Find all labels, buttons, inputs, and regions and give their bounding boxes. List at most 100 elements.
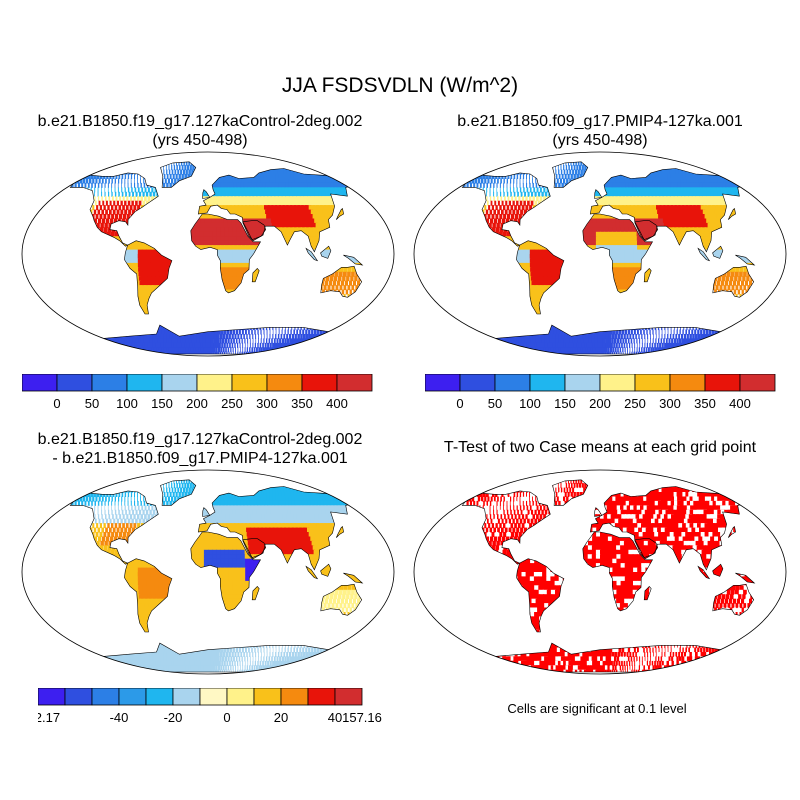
grid-cell [287, 191, 294, 197]
grid-cell [118, 214, 123, 219]
grid-cell [160, 289, 166, 295]
grid-cell [182, 169, 186, 175]
grid-cell [195, 280, 201, 286]
grid-cell [112, 285, 119, 291]
grid-cell [261, 249, 267, 255]
grid-cell [138, 165, 141, 171]
grid-cell [586, 191, 590, 197]
grid-cell [321, 165, 332, 171]
grid-cell [532, 174, 533, 179]
grid-cell [301, 320, 303, 326]
grid-cell [235, 338, 238, 344]
grid-cell [278, 329, 280, 335]
grid-cell [500, 196, 503, 202]
grid-cell [223, 165, 229, 171]
grid-cell [195, 347, 200, 353]
grid-cell [228, 280, 233, 286]
grid-cell [302, 351, 310, 354]
grid-cell [569, 178, 572, 184]
grid-cell [111, 205, 114, 211]
grid-cell [188, 325, 194, 331]
grid-cell [143, 174, 144, 179]
grid-cell [244, 320, 248, 326]
grid-cell [208, 271, 213, 277]
grid-cell [163, 227, 168, 233]
grid-cell [127, 182, 129, 188]
grid-cell [169, 156, 170, 161]
grid-cell [154, 262, 160, 268]
grid-cell [454, 192, 455, 197]
grid-cell [84, 214, 87, 219]
grid-cell [245, 258, 250, 264]
grid-cell [255, 222, 261, 228]
grid-cell [237, 342, 239, 348]
grid-cell [648, 156, 655, 161]
grid-cell [573, 174, 576, 179]
grid-cell [166, 240, 172, 246]
grid-cell [382, 258, 386, 263]
grid-cell [489, 187, 491, 193]
grid-cell [101, 289, 108, 295]
grid-cell [325, 231, 332, 237]
grid-cell [230, 298, 235, 304]
grid-cell [263, 329, 265, 335]
grid-cell [54, 276, 60, 281]
grid-cell [165, 311, 171, 317]
grid-cell [138, 271, 144, 277]
grid-cell [155, 302, 162, 308]
grid-cell [562, 191, 566, 197]
grid-cell [184, 285, 189, 291]
grid-cell [163, 191, 166, 197]
grid-cell [211, 294, 217, 299]
grid-cell [108, 191, 110, 197]
grid-cell [214, 182, 219, 188]
grid-cell [298, 240, 304, 246]
grid-cell [560, 187, 563, 193]
grid-cell [41, 294, 48, 299]
grid-cell [675, 156, 684, 161]
grid-cell [100, 222, 104, 228]
grid-cell [179, 276, 185, 282]
grid-cell [232, 262, 238, 268]
grid-cell [140, 285, 146, 291]
grid-cell [308, 347, 315, 353]
grid-cell [107, 320, 116, 326]
grid-cell [235, 191, 241, 197]
grid-cell [189, 205, 194, 211]
grid-cell [691, 161, 701, 166]
grid-cell [234, 165, 240, 171]
grid-cell [98, 178, 101, 184]
grid-cell [159, 302, 165, 308]
grid-cell [120, 200, 123, 206]
grid-cell [331, 302, 333, 308]
grid-cell [101, 316, 109, 322]
grid-cell [310, 209, 318, 215]
grid-cell [138, 267, 144, 273]
grid-cell [628, 196, 634, 202]
grid-cell [557, 165, 559, 171]
grid-cell [157, 165, 159, 171]
grid-cell [108, 285, 115, 291]
grid-cell [187, 262, 193, 268]
grid-cell [86, 276, 92, 282]
grid-cell [538, 178, 540, 184]
grid-cell [465, 196, 466, 202]
grid-cell [41, 210, 43, 215]
grid-cell [321, 338, 326, 344]
grid-cell [482, 187, 484, 193]
grid-cell [87, 196, 89, 202]
grid-cell [481, 178, 484, 184]
grid-cell [243, 285, 248, 291]
grid-cell [124, 156, 128, 161]
grid-cell [547, 161, 549, 166]
grid-cell [70, 285, 75, 291]
grid-cell [268, 227, 274, 233]
grid-cell [146, 267, 152, 273]
grid-cell [191, 280, 197, 286]
grid-cell [261, 334, 262, 339]
grid-cell [92, 267, 99, 273]
grid-cell [338, 316, 340, 322]
grid-cell [261, 267, 266, 273]
grid-cell [213, 165, 217, 171]
grid-cell [147, 276, 153, 282]
